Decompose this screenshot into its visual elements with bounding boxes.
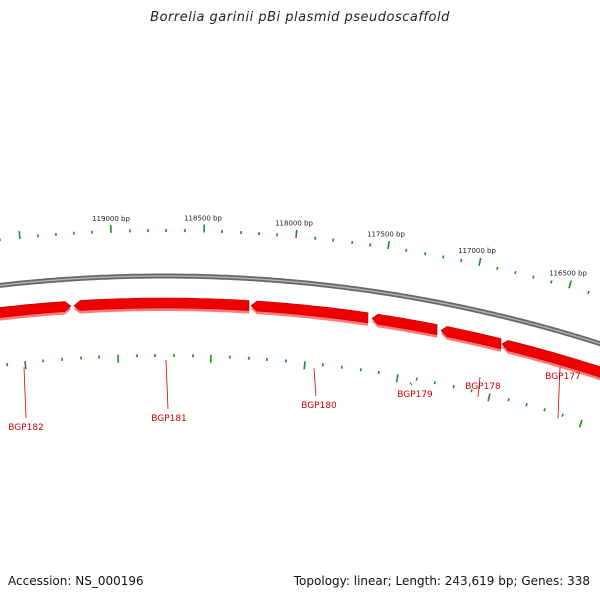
gene-arrow [0,301,72,318]
minor-tick [415,377,418,381]
gene-leader-line [557,366,561,419]
gene-arrow [440,326,502,350]
gene-label: BGP182 [8,423,44,433]
position-label: 118500 bp [184,215,222,223]
major-tick [478,257,482,266]
major-tick [303,361,306,370]
accession-label: Accession: NS_000196 [8,574,144,588]
map-title: Borrelia garinii pBi plasmid pseudoscaff… [150,10,450,25]
gene-label: BGP179 [397,390,433,400]
minor-tick [496,266,499,271]
gene-leader-line [409,382,413,386]
gene-leader-line [165,359,169,410]
major-tick [387,240,390,250]
minor-tick [532,275,535,279]
major-tick [395,374,399,383]
gene-label: BGP177 [545,372,581,382]
minor-tick [470,389,473,393]
minor-tick [424,252,427,256]
position-label: 119000 bp [92,215,130,223]
position-label: 117000 bp [458,247,496,255]
minor-tick [550,280,553,284]
minor-tick [561,413,564,417]
gene-label: BGP178 [465,382,501,392]
minor-tick [433,381,436,385]
gene-arrow [250,300,369,324]
minor-tick [442,255,445,259]
major-tick [487,393,491,402]
minor-tick [507,398,510,402]
gene-leader-line [313,368,317,397]
gene-arrow [501,340,600,378]
position-label: 116500 bp [549,270,587,278]
minor-tick [525,403,528,407]
backbone-highlight [0,275,600,345]
topology-summary: Topology: linear; Length: 243,619 bp; Ge… [293,574,590,588]
minor-tick [452,385,455,389]
gene-label: BGP180 [301,401,337,411]
minor-tick [543,408,546,412]
gene-label: BGP181 [151,414,187,424]
major-tick [24,361,27,370]
major-tick [18,230,21,240]
minor-tick [587,290,590,295]
gene-arrow [73,297,250,311]
position-label: 117500 bp [367,231,405,239]
gene-leader-line [477,376,481,397]
major-tick [578,419,583,428]
major-tick [568,280,572,289]
minor-tick [514,271,517,275]
minor-tick [460,258,463,263]
gene-leader-line [23,367,27,419]
gene-arrow [371,313,438,336]
position-label: 118000 bp [275,220,313,228]
major-tick [295,229,298,238]
